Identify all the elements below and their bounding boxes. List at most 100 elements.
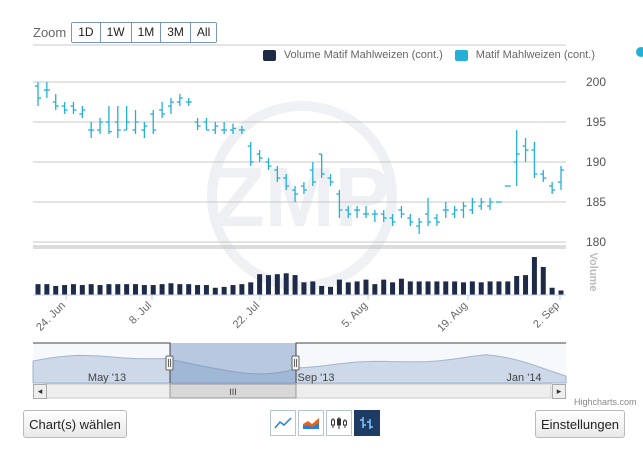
volume-bar[interactable] bbox=[115, 284, 121, 295]
candlestick-chart-button[interactable] bbox=[326, 410, 352, 436]
zoom-1m-button[interactable]: 1M bbox=[131, 23, 162, 42]
ohlc-bar[interactable] bbox=[274, 166, 281, 182]
scrollbar-track[interactable] bbox=[44, 383, 552, 399]
ohlc-bar[interactable] bbox=[114, 106, 121, 138]
navigator-right-handle[interactable] bbox=[291, 355, 300, 371]
legend-item-price[interactable]: Matif Mahlweizen (cont.) bbox=[454, 49, 595, 61]
volume-bar[interactable] bbox=[398, 278, 404, 295]
ohlc-bar[interactable] bbox=[460, 202, 467, 218]
ohlc-bar[interactable] bbox=[300, 182, 307, 194]
ohlc-bar[interactable] bbox=[283, 174, 290, 190]
ohlc-bar[interactable] bbox=[88, 122, 95, 138]
ohlc-bar[interactable] bbox=[221, 122, 228, 134]
volume-bar[interactable] bbox=[248, 282, 254, 295]
line-chart-button[interactable] bbox=[270, 410, 296, 436]
ohlc-bar[interactable] bbox=[43, 82, 50, 98]
volume-bar[interactable] bbox=[540, 266, 546, 295]
volume-bar[interactable] bbox=[328, 286, 334, 295]
volume-bar[interactable] bbox=[514, 276, 520, 295]
volume-bar[interactable] bbox=[496, 281, 502, 295]
volume-bar[interactable] bbox=[257, 274, 263, 295]
volume-bar[interactable] bbox=[460, 282, 466, 295]
ohlc-bar[interactable] bbox=[247, 142, 254, 166]
ohlc-bar[interactable] bbox=[203, 118, 210, 131]
volume-bar[interactable] bbox=[319, 285, 325, 295]
volume-bar[interactable] bbox=[292, 275, 298, 295]
zoom-1w-button[interactable]: 1W bbox=[100, 23, 132, 42]
navigator-scrollbar[interactable]: III bbox=[44, 383, 552, 399]
volume-bar[interactable] bbox=[407, 281, 413, 295]
ohlc-bar[interactable] bbox=[176, 94, 183, 106]
ohlc-bar[interactable] bbox=[79, 106, 86, 118]
volume-bar[interactable] bbox=[310, 281, 316, 295]
volume-bar[interactable] bbox=[434, 281, 440, 295]
volume-bar[interactable] bbox=[549, 287, 555, 295]
ohlc-bar[interactable] bbox=[318, 153, 325, 178]
ohlc-bar[interactable] bbox=[531, 142, 538, 178]
volume-bar[interactable] bbox=[106, 284, 112, 295]
ohlc-bar[interactable] bbox=[159, 102, 166, 118]
ohlc-bar[interactable] bbox=[362, 206, 369, 218]
ohlc-bar[interactable] bbox=[132, 110, 139, 134]
volume-bar[interactable] bbox=[416, 281, 422, 295]
navigator[interactable]: May '13 Sep '13 Jan '14 bbox=[32, 342, 567, 384]
volume-bar[interactable] bbox=[363, 279, 369, 295]
volume-bar[interactable] bbox=[531, 257, 537, 295]
ohlc-bar[interactable] bbox=[212, 122, 219, 134]
ohlc-bar[interactable] bbox=[416, 218, 423, 234]
ohlc-bar[interactable] bbox=[230, 123, 237, 134]
volume-bar[interactable] bbox=[221, 286, 227, 295]
volume-bar[interactable] bbox=[558, 290, 564, 295]
scrollbar-thumb[interactable] bbox=[169, 383, 297, 399]
ohlc-bar[interactable] bbox=[451, 206, 458, 218]
volume-bar[interactable] bbox=[124, 284, 130, 295]
ohlc-bar[interactable] bbox=[380, 210, 387, 222]
choose-chart-button[interactable]: Chart(s) wählen bbox=[23, 410, 127, 438]
highcharts-credits[interactable]: Highcharts.com bbox=[574, 397, 637, 407]
ohlc-bar[interactable] bbox=[292, 186, 299, 202]
volume-bar[interactable] bbox=[35, 284, 41, 295]
volume-bar[interactable] bbox=[425, 281, 431, 295]
ohlc-bar[interactable] bbox=[389, 214, 396, 226]
volume-bar[interactable] bbox=[274, 274, 280, 295]
volume-bar[interactable] bbox=[452, 281, 458, 295]
ohlc-bar[interactable] bbox=[487, 198, 494, 210]
ohlc-bar[interactable] bbox=[185, 98, 192, 106]
volume-bar[interactable] bbox=[168, 283, 174, 295]
navigator-left-handle[interactable] bbox=[165, 355, 174, 371]
ohlc-bar[interactable] bbox=[309, 162, 316, 186]
ohlc-bar[interactable] bbox=[442, 202, 449, 218]
volume-bar[interactable] bbox=[265, 275, 271, 295]
volume-bar[interactable] bbox=[283, 273, 289, 295]
volume-bar[interactable] bbox=[62, 285, 68, 295]
settings-button[interactable]: Einstellungen bbox=[535, 410, 625, 438]
ohlc-bar[interactable] bbox=[194, 118, 201, 130]
volume-bar[interactable] bbox=[523, 275, 529, 295]
ohlc-bar[interactable] bbox=[522, 138, 529, 162]
ohlc-chart-button[interactable] bbox=[354, 410, 380, 436]
zoom-1d-button[interactable]: 1D bbox=[72, 23, 101, 42]
ohlc-bar[interactable] bbox=[150, 110, 157, 134]
volume-bar[interactable] bbox=[469, 281, 475, 295]
volume-bar[interactable] bbox=[301, 282, 307, 295]
ohlc-bar[interactable] bbox=[35, 82, 41, 106]
volume-bar[interactable] bbox=[239, 284, 245, 295]
volume-bar[interactable] bbox=[141, 285, 147, 295]
ohlc-bar[interactable] bbox=[52, 94, 59, 110]
scroll-right-arrow-icon[interactable]: ▸ bbox=[552, 384, 566, 399]
ohlc-bar[interactable] bbox=[238, 126, 245, 134]
volume-bar[interactable] bbox=[203, 285, 209, 295]
ohlc-bar[interactable] bbox=[354, 206, 361, 218]
volume-bar[interactable] bbox=[487, 281, 493, 295]
volume-bar[interactable] bbox=[150, 285, 156, 295]
ohlc-bar[interactable] bbox=[469, 198, 476, 214]
legend-item-volume[interactable]: Volume Matif Mahlweizen (cont.) bbox=[262, 49, 443, 61]
ohlc-bar[interactable] bbox=[549, 182, 556, 194]
volume-bar[interactable] bbox=[372, 284, 378, 295]
volume-bar[interactable] bbox=[133, 284, 139, 295]
volume-bar[interactable] bbox=[478, 282, 484, 295]
ohlc-bar[interactable] bbox=[141, 122, 148, 138]
ohlc-bar[interactable] bbox=[478, 198, 485, 210]
ohlc-bar[interactable] bbox=[256, 150, 263, 162]
volume-bar[interactable] bbox=[88, 284, 94, 295]
